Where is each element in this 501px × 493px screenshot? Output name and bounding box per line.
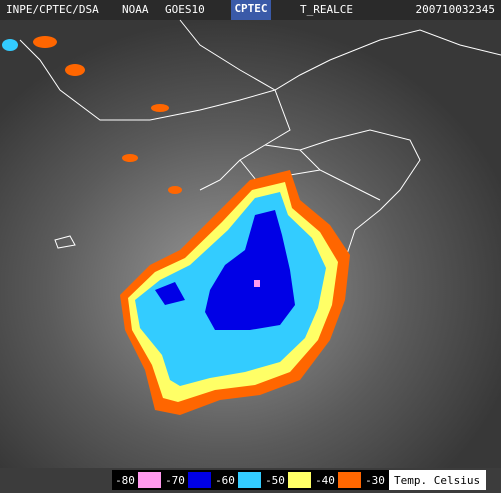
- legend-label: -40: [315, 474, 335, 487]
- header-agency: INPE/CPTEC/DSA: [6, 3, 99, 16]
- logo-box: [231, 0, 271, 20]
- legend-label: -80: [115, 474, 135, 487]
- legend-swatch: [288, 472, 311, 488]
- legend-label: -70: [165, 474, 185, 487]
- header-timestamp: 200710032345: [416, 3, 495, 16]
- legend-unit: Temp. Celsius: [394, 474, 480, 487]
- borders: [19, 19, 501, 271]
- header-operator: NOAA: [122, 3, 149, 16]
- legend: Temp. Celsius -80 -70 -60 -50 -40 -30: [112, 470, 486, 490]
- logo: CPTEC: [234, 2, 267, 15]
- legend-swatch: [238, 472, 261, 488]
- legend-label: -60: [215, 474, 235, 487]
- legend-label: -30: [365, 474, 385, 487]
- legend-swatch: [188, 472, 211, 488]
- legend-label: -50: [265, 474, 285, 487]
- legend-swatch: [338, 472, 361, 488]
- legend-unit-box: [389, 470, 486, 490]
- scattered-cells: [2, 36, 182, 194]
- legend-swatch: [138, 472, 161, 488]
- header-satellite: GOES10: [165, 3, 205, 16]
- storm-cloud: [120, 170, 350, 415]
- header-product: T_REALCE: [300, 3, 353, 16]
